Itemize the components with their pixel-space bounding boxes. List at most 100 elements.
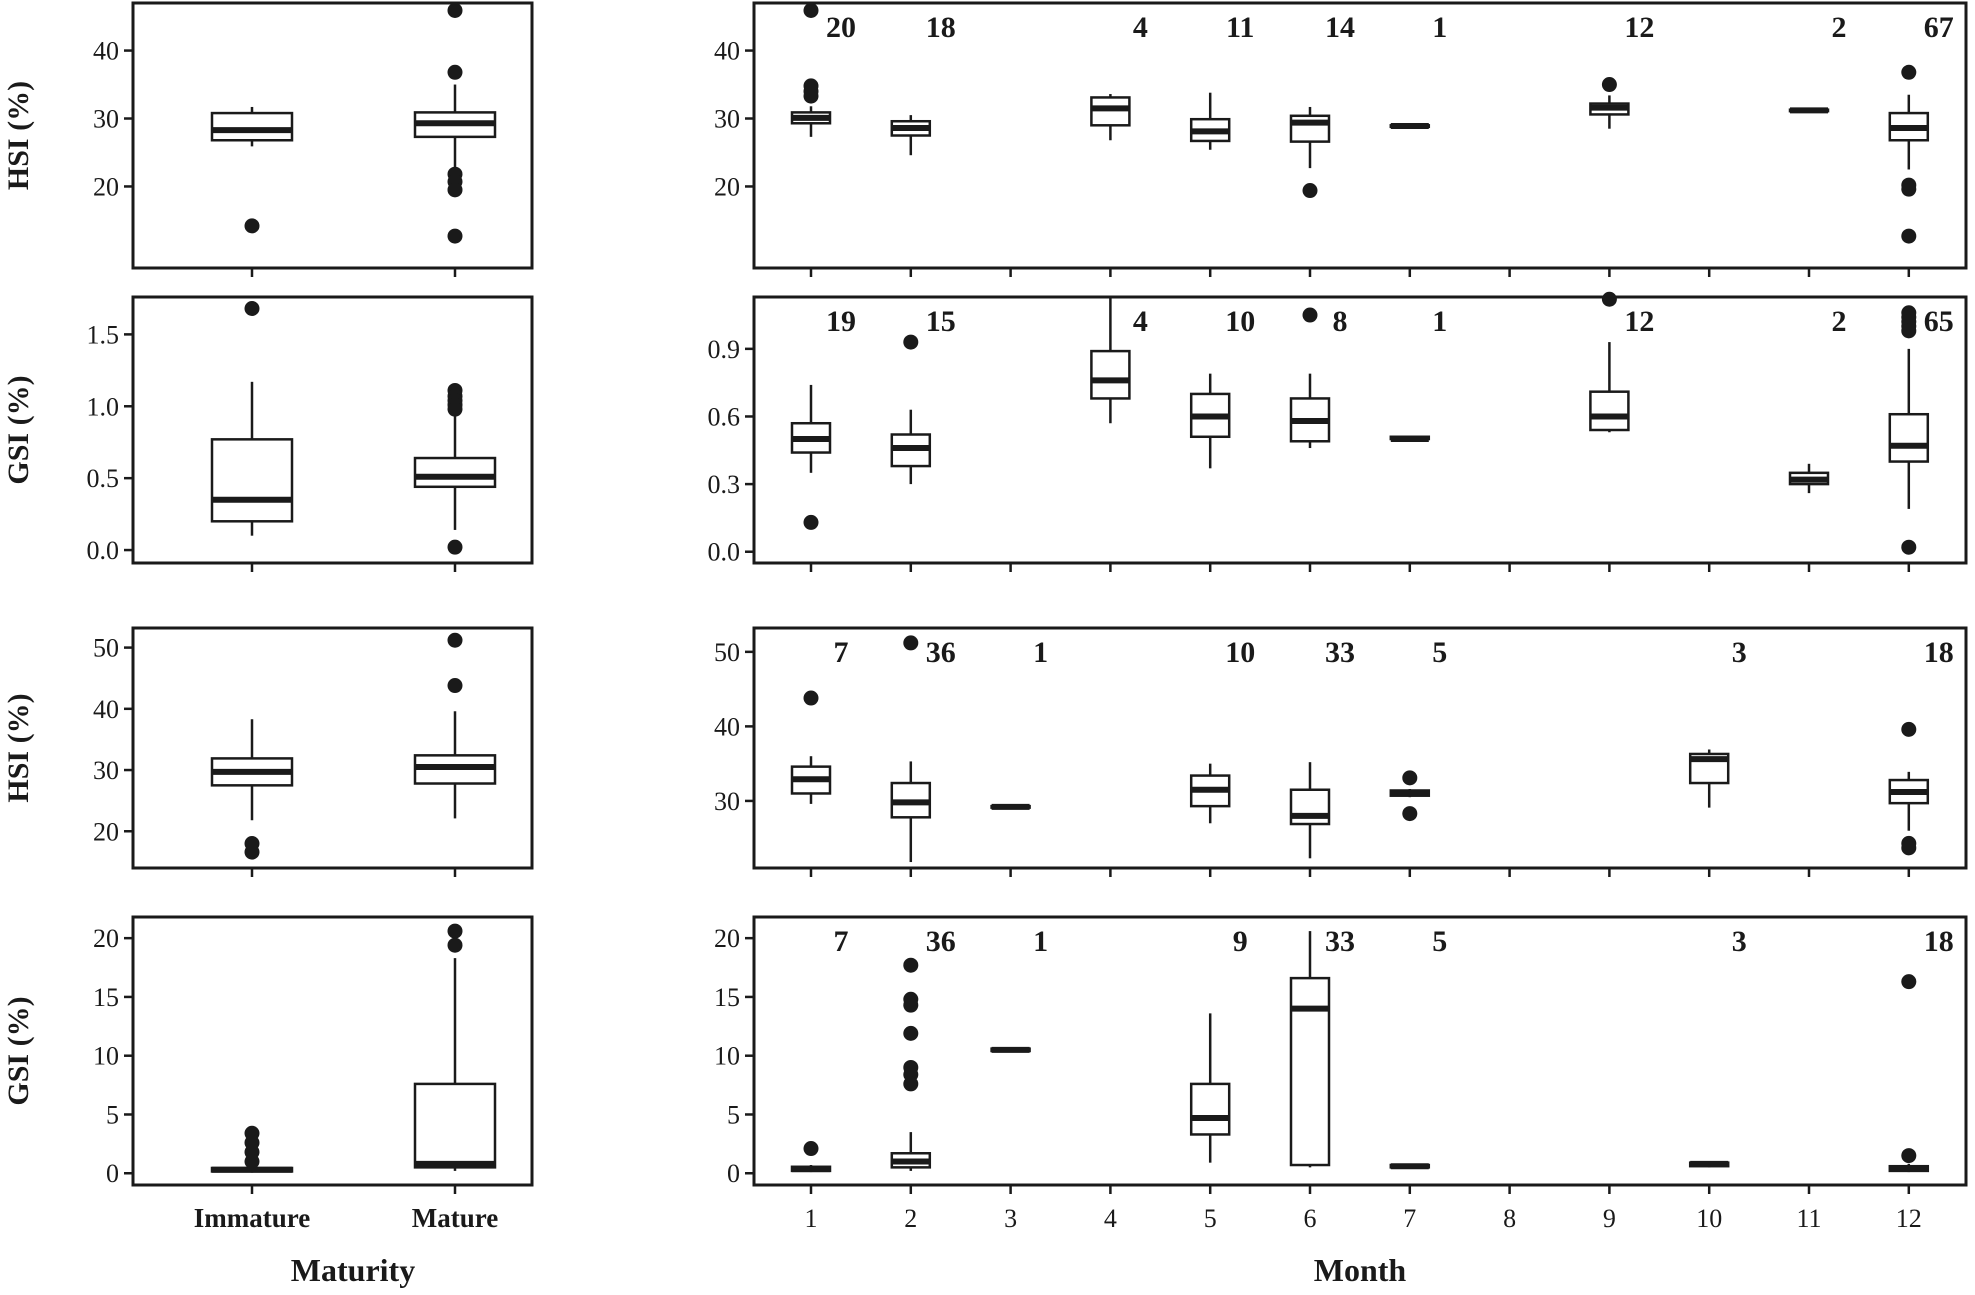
sample-count-label: 3 xyxy=(1732,636,1747,669)
panel-hsi-month-1: 20 30 40 20 18 4 11 14 1 12 2 67 xyxy=(714,1,1968,277)
box-5 xyxy=(1189,373,1231,469)
x-tick-label: 3 xyxy=(1004,1204,1017,1233)
y-axis-title: HSI (%) xyxy=(2,81,35,190)
plot-frame xyxy=(752,1,1968,270)
box-4 xyxy=(1090,297,1131,424)
y-tick-label: 0 xyxy=(727,1159,740,1188)
iqr-box xyxy=(1090,349,1131,400)
plot-frame xyxy=(752,915,1968,1187)
y-tick-label: 15 xyxy=(93,983,119,1012)
outlier-point xyxy=(803,1141,819,1157)
box-Mature xyxy=(413,632,497,819)
sample-count-label: 9 xyxy=(1233,925,1248,958)
plot-frame xyxy=(752,626,1968,870)
panel-hsi-month-3: 30 40 50 7 36 1 10 33 5 3 18 xyxy=(714,626,1968,877)
x-tick-label: Immature xyxy=(194,1203,310,1233)
outlier-point xyxy=(1901,228,1917,244)
panel-hsi-maturity-3: 20 30 40 50 HSI (%) xyxy=(2,626,534,877)
outlier-point xyxy=(1302,307,1318,323)
sample-count-label: 65 xyxy=(1924,305,1954,338)
sample-count-label: 5 xyxy=(1432,925,1447,958)
box-2 xyxy=(890,334,932,485)
y-tick-label: 20 xyxy=(714,924,740,953)
box-11 xyxy=(1788,463,1830,494)
maturity-axis-title: Maturity xyxy=(291,1252,415,1288)
y-axis-title: GSI (%) xyxy=(2,996,35,1105)
panel-hsi-maturity-1: 20 30 40 HSI (%) xyxy=(2,1,534,277)
y-tick-label: 20 xyxy=(93,817,119,846)
sample-count-label: 3 xyxy=(1732,925,1747,958)
y-tick-label: 40 xyxy=(714,37,740,66)
y-tick-label: 50 xyxy=(93,634,119,663)
sample-count-label: 5 xyxy=(1432,636,1447,669)
month-axis-title: Month xyxy=(1314,1252,1407,1288)
box-10 xyxy=(1688,1160,1730,1168)
x-tick-label: 5 xyxy=(1204,1204,1217,1233)
sample-count-label: 4 xyxy=(1133,305,1148,338)
box-2 xyxy=(890,635,932,863)
sample-count-label: 2 xyxy=(1832,11,1847,44)
plot-frame xyxy=(131,626,534,870)
sample-count-label: 7 xyxy=(834,636,849,669)
x-tick-label: 8 xyxy=(1503,1204,1516,1233)
box-7 xyxy=(1389,122,1431,129)
outlier-point xyxy=(1901,840,1917,856)
outlier-point xyxy=(447,937,463,953)
outlier-point xyxy=(244,218,260,234)
y-tick-label: 30 xyxy=(714,105,740,134)
outlier-point xyxy=(1901,323,1917,339)
sample-count-label: 1 xyxy=(1033,925,1048,958)
box-Immature xyxy=(210,106,294,234)
outlier-point xyxy=(903,334,919,350)
outlier-point xyxy=(1901,1148,1917,1164)
y-tick-label: 0.0 xyxy=(87,536,120,565)
sample-count-label: 10 xyxy=(1225,636,1255,669)
outlier-point xyxy=(447,401,463,417)
panel-gsi-maturity-2: 0.0 0.5 1.0 1.5 GSI (%) xyxy=(2,295,534,572)
x-tick-label: 7 xyxy=(1403,1204,1416,1233)
y-tick-label: 0.9 xyxy=(708,335,741,364)
box-12 xyxy=(1888,974,1930,1173)
sample-count-label: 20 xyxy=(826,11,856,44)
sample-count-label: 1 xyxy=(1033,636,1048,669)
y-tick-label: 0.0 xyxy=(708,538,741,567)
box-1 xyxy=(790,690,832,804)
x-tick-label: 4 xyxy=(1104,1204,1117,1233)
plot-frame xyxy=(752,295,1968,565)
y-tick-label: 40 xyxy=(714,712,740,741)
sample-count-label: 12 xyxy=(1624,305,1654,338)
box-1 xyxy=(790,384,832,530)
box-7 xyxy=(1389,435,1431,443)
y-tick-label: 20 xyxy=(93,172,119,201)
outlier-point xyxy=(244,844,260,860)
iqr-box xyxy=(1189,1082,1231,1136)
box-Mature xyxy=(413,382,497,555)
box-6 xyxy=(1289,931,1331,1168)
y-axis-title: GSI (%) xyxy=(2,375,35,484)
outlier-point xyxy=(244,1153,260,1169)
box-1 xyxy=(790,1141,832,1173)
plot-frame xyxy=(131,1,534,270)
outlier-point xyxy=(803,690,819,706)
y-tick-label: 50 xyxy=(714,638,740,667)
y-tick-label: 0.5 xyxy=(87,464,120,493)
sample-count-label: 36 xyxy=(926,925,956,958)
box-7 xyxy=(1389,770,1431,822)
box-5 xyxy=(1189,763,1231,824)
outlier-point xyxy=(447,2,463,18)
outlier-point xyxy=(1601,291,1617,307)
outlier-point xyxy=(447,182,463,198)
outlier-point xyxy=(1901,181,1917,197)
box-Immature xyxy=(210,719,294,860)
box-Immature xyxy=(210,301,294,536)
outlier-point xyxy=(447,228,463,244)
y-tick-label: 20 xyxy=(93,924,119,953)
plot-frame xyxy=(131,915,534,1187)
sample-count-label: 15 xyxy=(926,305,956,338)
outlier-point xyxy=(1901,539,1917,555)
y-tick-label: 0 xyxy=(106,1159,119,1188)
outlier-point xyxy=(903,997,919,1013)
plot-frame xyxy=(131,295,534,565)
sample-count-label: 1 xyxy=(1432,305,1447,338)
y-tick-label: 30 xyxy=(714,787,740,816)
